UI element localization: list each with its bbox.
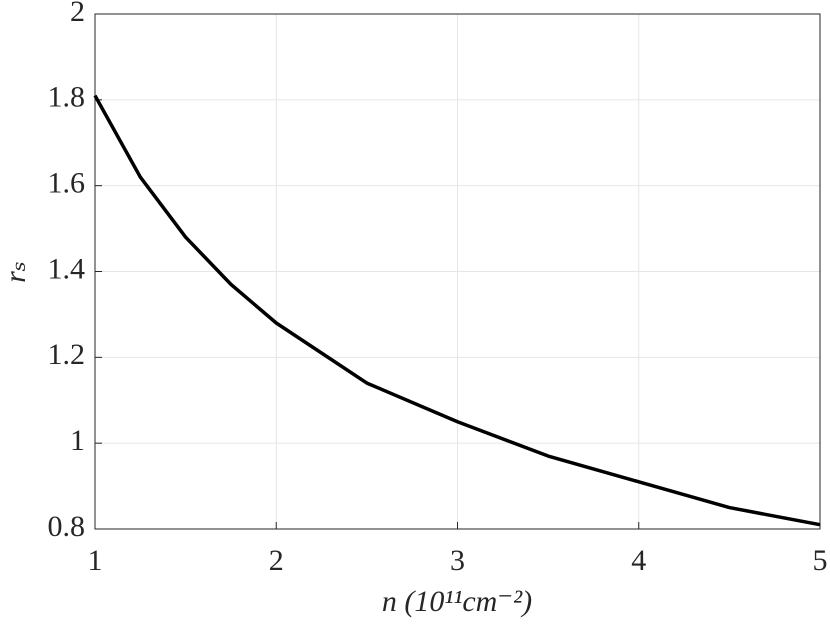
x-tick-label: 4 [631, 544, 646, 577]
y-axis-label: rₛ [0, 261, 32, 283]
x-axis-label: n (10¹¹cm⁻²) [382, 585, 532, 618]
data-line [93, 94, 821, 527]
y-tick-label: 1.4 [48, 252, 86, 285]
y-tick-label: 0.8 [48, 510, 86, 543]
y-tick-label: 1.2 [48, 338, 86, 371]
y-tick-label: 1 [70, 424, 85, 457]
y-tick-label: 2 [70, 0, 85, 28]
x-tick-label: 2 [269, 544, 284, 577]
y-tick-label: 1.8 [48, 81, 86, 114]
x-tick-label: 5 [813, 544, 828, 577]
x-tick-label: 1 [88, 544, 103, 577]
plot-frame [94, 13, 821, 530]
y-tick-label: 1.6 [48, 167, 86, 200]
x-tick-label: 3 [450, 544, 465, 577]
